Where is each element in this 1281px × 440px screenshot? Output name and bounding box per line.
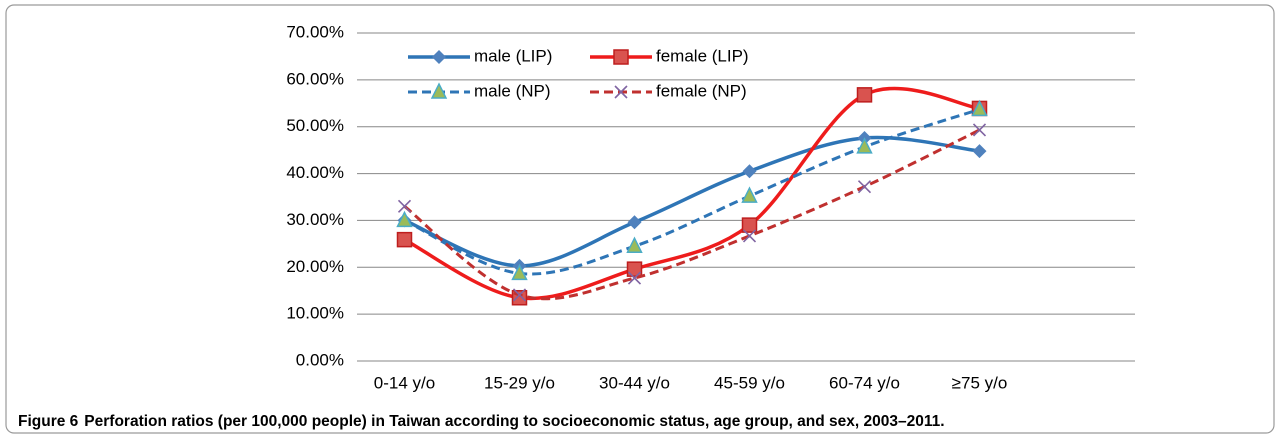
caption: Figure 6 Perforation ratios (per 100,000 … bbox=[18, 413, 945, 430]
x-tick-label: 30-44 y/o bbox=[599, 373, 670, 392]
point bbox=[856, 137, 873, 154]
point bbox=[742, 164, 757, 179]
y-tick-label: 40.00% bbox=[286, 163, 344, 182]
x-tick-label: ≥75 y/o bbox=[952, 373, 1008, 392]
point bbox=[972, 144, 987, 159]
legend-label: male (NP) bbox=[474, 81, 551, 100]
point bbox=[396, 210, 413, 228]
series-line bbox=[403, 128, 981, 301]
y-tick-label: 70.00% bbox=[286, 22, 344, 41]
point bbox=[857, 180, 872, 194]
legend-label: female (LIP) bbox=[656, 46, 749, 65]
legend-label: male (LIP) bbox=[474, 46, 552, 65]
caption-label: Figure 6 bbox=[18, 413, 79, 430]
caption-text: Perforation ratios (per 100,000 people) … bbox=[84, 413, 944, 430]
point bbox=[627, 215, 642, 230]
x-tick-label: 60-74 y/o bbox=[829, 373, 900, 392]
y-tick-label: 0.00% bbox=[296, 350, 344, 369]
point bbox=[626, 236, 643, 253]
series-line bbox=[403, 86, 980, 301]
frame bbox=[5, 4, 1275, 434]
y-tick-label: 10.00% bbox=[286, 304, 344, 323]
point bbox=[741, 186, 758, 203]
point bbox=[627, 271, 642, 285]
y-tick-label: 30.00% bbox=[286, 210, 344, 229]
point bbox=[741, 217, 758, 233]
point bbox=[614, 85, 628, 99]
point bbox=[511, 263, 528, 281]
y-tick-label: 50.00% bbox=[286, 116, 344, 135]
point bbox=[626, 261, 643, 277]
point bbox=[971, 99, 988, 117]
point bbox=[512, 288, 527, 302]
x-tick-label: 15-29 y/o bbox=[484, 373, 555, 392]
y-tick-label: 20.00% bbox=[286, 257, 344, 276]
series-line bbox=[403, 107, 980, 276]
x-tick-label: 45-59 y/o bbox=[714, 373, 785, 392]
point bbox=[972, 123, 987, 137]
series-line bbox=[403, 135, 980, 268]
y-tick-label: 60.00% bbox=[286, 69, 344, 88]
legend-label: female (NP) bbox=[656, 81, 747, 100]
point bbox=[432, 50, 446, 64]
point bbox=[742, 229, 757, 243]
point bbox=[397, 199, 412, 213]
point bbox=[856, 87, 873, 103]
point bbox=[613, 49, 629, 65]
point bbox=[430, 82, 448, 99]
point bbox=[396, 231, 413, 248]
x-tick-label: 0-14 y/o bbox=[374, 373, 435, 392]
